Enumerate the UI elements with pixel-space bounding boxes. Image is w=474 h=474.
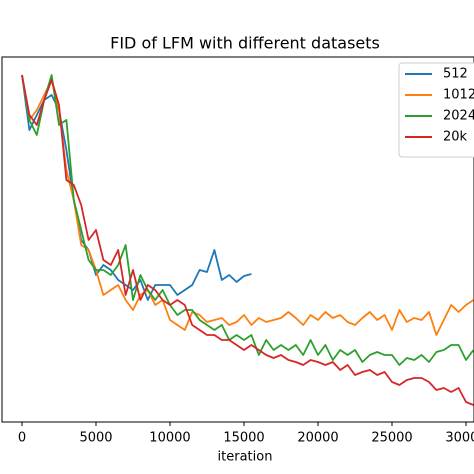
chart-title: FID of LFM with different datasets: [110, 34, 380, 53]
legend-box: [398, 62, 474, 158]
series-line: [21, 74, 474, 406]
legend-label: 512: [443, 67, 468, 82]
x-tick-label: 20000: [297, 431, 338, 446]
legend-label: 2024: [443, 109, 474, 124]
series-line: [21, 74, 474, 366]
legend-label: 20k: [443, 130, 468, 145]
legend-label: 1012: [443, 88, 474, 103]
x-tick-label: 25000: [371, 431, 412, 446]
series-line: [21, 74, 474, 336]
x-axis-label: iteration: [218, 450, 273, 465]
x-tick-label: 15000: [223, 431, 264, 446]
x-tick-label: 10000: [149, 431, 190, 446]
plot-frame: [1, 56, 474, 423]
x-tick-label: 0: [18, 431, 26, 446]
x-tick-label: 5000: [79, 431, 112, 446]
x-tick-label: 30000: [445, 431, 474, 446]
